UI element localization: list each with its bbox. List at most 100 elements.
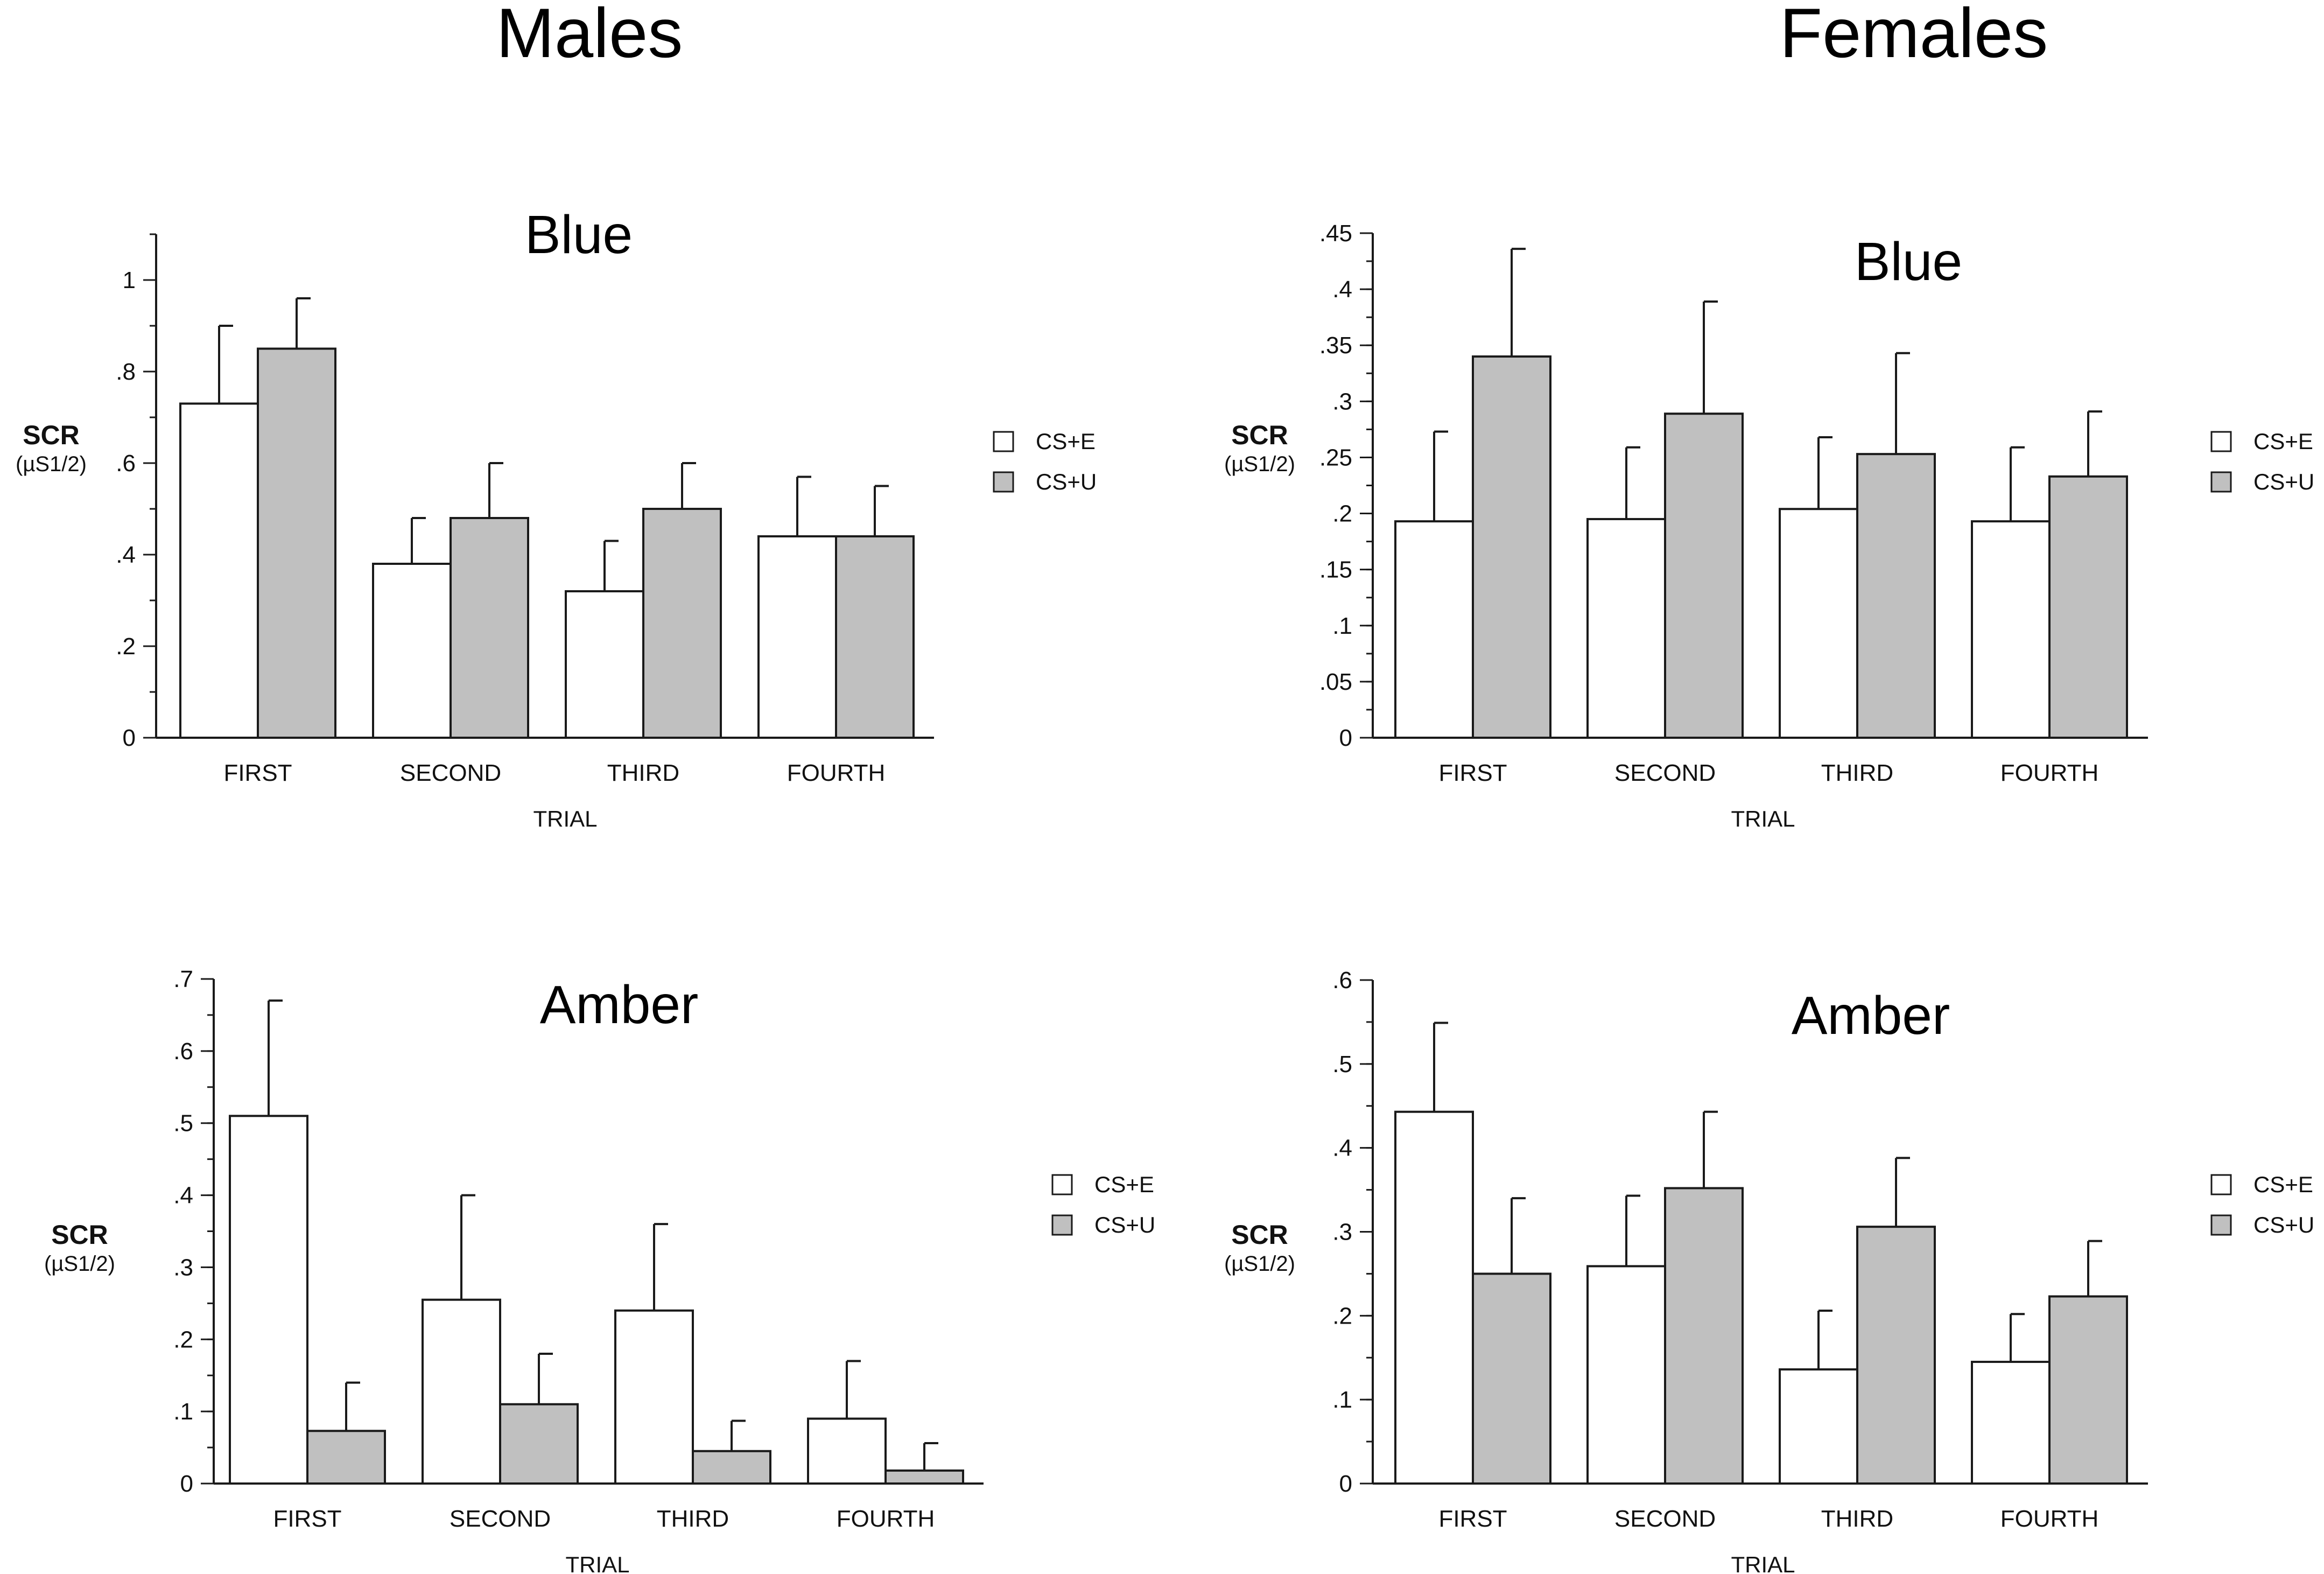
y-tick-label: .2 [1332,501,1352,527]
bar-csu-second [499,1403,579,1485]
y-tick-label: .4 [173,1183,193,1209]
y-tick-label: .1 [1332,1387,1352,1413]
bar-cse-fourth [1971,520,2051,739]
x-axis-label: TRIAL [1731,1552,1795,1574]
bar-csu-third [1856,453,1936,739]
x-category-label: FOURTH [2000,760,2099,786]
y-tick-label: .6 [1332,967,1352,994]
y-tick-label: 0 [1339,725,1352,751]
y-axis-unit: (µS1/2) [1224,452,1295,476]
y-tick-label: .6 [116,450,136,477]
legend-swatch-csu [2210,471,2232,493]
x-category-label: SECOND [450,1506,551,1532]
y-axis-label: SCR [1231,1220,1288,1250]
y-tick-label: .5 [1332,1051,1352,1078]
bar-cse-first [179,402,259,739]
y-tick-label: .2 [173,1326,193,1353]
bar-csu-fourth [2048,475,2128,739]
x-category-label: SECOND [400,760,501,786]
y-tick-label: .2 [116,633,136,660]
bar-csu-third [642,508,722,739]
x-category-label: FOURTH [837,1506,935,1532]
y-tick-label: .05 [1319,669,1352,695]
y-tick-label: .1 [1332,613,1352,639]
y-axis-unit: (µS1/2) [44,1252,115,1276]
legend-label: CS+U [2253,469,2314,494]
bar-csu-fourth [2048,1295,2128,1485]
y-axis-label: SCR [1231,420,1288,450]
chart-panel-females-amber: Amber 0 .1 .2 .3 .4 .5 .6 FIRST SECOND THIRD FOURTH… [1224,967,2314,1574]
bar-csu-first [257,347,336,739]
x-category-label: FOURTH [2000,1506,2099,1532]
y-tick-label: .4 [1332,1135,1352,1162]
bar-cse-third [1779,508,1858,739]
x-category-label: FIRST [1438,760,1507,786]
x-axis-label: TRIAL [565,1552,629,1574]
legend-swatch-cse [993,431,1014,452]
bar-csu-third [1856,1226,1936,1485]
legend-label: CS+E [1036,429,1096,454]
y-tick-label: .45 [1319,220,1352,247]
panel-title: Blue [525,205,633,265]
legend-label: CS+U [1036,469,1097,494]
bar-csu-second [1664,412,1744,739]
legend-swatch-cse [2210,431,2232,452]
bar-cse-second [1586,517,1666,739]
bar-cse-second [372,563,452,739]
legend-swatch-csu [993,471,1014,493]
y-tick-label: .8 [116,359,136,385]
y-tick-label: 0 [1339,1471,1352,1497]
y-tick-label: .2 [1332,1303,1352,1329]
y-tick-label: 1 [123,267,136,293]
x-category-label: FIRST [223,760,292,786]
panel-title: Amber [1792,985,1950,1046]
y-tick-label: .15 [1319,557,1352,583]
x-category-label: FOURTH [787,760,886,786]
panel-title: Blue [1855,232,1962,292]
bar-cse-fourth [757,535,837,739]
panel-title: Amber [540,975,699,1035]
y-axis-label: SCR [23,420,80,450]
x-category-label: FIRST [273,1506,341,1532]
y-tick-label: 0 [123,725,136,751]
y-tick-label: .25 [1319,444,1352,471]
y-tick-label: .3 [173,1254,193,1281]
chart-panel-females-blue: Blue 0 .05 .1 .15 .2 .25 .3 .35 .4 .45 FIRST SECOND T… [1224,220,2314,831]
chart-panel-males-amber: Amber 0 .1 .2 .3 .4 .5 .6 .7 FIRST SECOND THIRD FOUR… [44,966,1155,1574]
y-axis-label: SCR [51,1220,108,1250]
x-category-label: SECOND [1614,1506,1716,1532]
legend-swatch-cse [1051,1174,1073,1195]
chart-panel-males-blue: Blue 0 .2 .4 .6 .8 1 FIRST SECOND THIRD FOURTH TRIA… [16,205,1097,831]
x-category-label: SECOND [1614,760,1716,786]
bar-cse-third [614,1309,694,1485]
legend-label: CS+U [1094,1212,1155,1237]
legend-label: CS+U [2253,1212,2314,1237]
bar-cse-fourth [807,1417,887,1485]
legend-swatch-csu [1051,1214,1073,1236]
legend-label: CS+E [2253,1172,2313,1197]
y-tick-label: .1 [173,1398,193,1425]
x-axis-label: TRIAL [1731,806,1795,831]
legend-swatch-cse [2210,1174,2232,1195]
y-tick-label: .35 [1319,332,1352,359]
bar-csu-second [1664,1187,1744,1485]
y-tick-label: .3 [1332,1219,1352,1246]
bar-csu-first [1472,1272,1551,1485]
y-tick-label: .7 [173,966,193,992]
x-category-label: THIRD [1821,760,1893,786]
x-category-label: THIRD [607,760,679,786]
bar-csu-fourth [835,535,915,739]
bar-csu-third [692,1450,771,1485]
x-category-label: THIRD [657,1506,729,1532]
bar-cse-first [1394,520,1474,739]
legend-label: CS+E [2253,429,2313,454]
y-axis-unit: (µS1/2) [1224,1252,1295,1276]
bar-cse-first [229,1115,308,1485]
bar-cse-third [565,590,644,739]
legend-swatch-csu [2210,1214,2232,1236]
legend-label: CS+E [1094,1172,1154,1197]
bar-cse-first [1394,1110,1474,1485]
bar-cse-second [422,1298,501,1485]
bar-csu-second [450,517,529,739]
